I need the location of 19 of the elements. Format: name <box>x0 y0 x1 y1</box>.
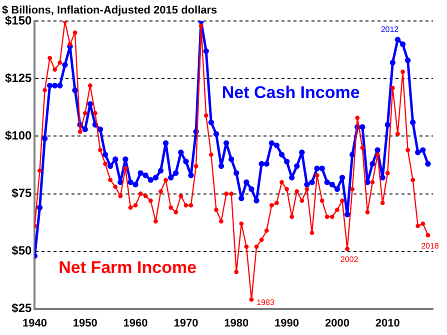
text: Net Farm Income <box>58 258 197 278</box>
x-tick-label: 1940 <box>22 317 47 330</box>
x-tick-label: 1960 <box>123 317 148 330</box>
x-tick-label: 1950 <box>72 317 98 330</box>
y-tick-label: $50 <box>12 244 32 258</box>
x-tick-label: 1990 <box>274 317 300 330</box>
annotation: 2002 <box>340 255 359 264</box>
y-tick-label: $125 <box>4 71 32 86</box>
annotation: 2012 <box>380 24 400 34</box>
y-tick-label: $100 <box>4 128 32 143</box>
x-tick-label: 2000 <box>324 317 350 330</box>
y-tick-label: $75 <box>12 186 32 200</box>
series-label: Net Cash Income <box>222 82 360 102</box>
annotation: 1983 <box>256 298 275 307</box>
x-tick-label: 1980 <box>224 317 249 330</box>
y-tick-label: $25 <box>12 301 32 316</box>
x-tick-label: 2010 <box>375 317 400 330</box>
x-tick-label: 1970 <box>174 317 198 330</box>
annotation: 2018 <box>421 241 440 250</box>
